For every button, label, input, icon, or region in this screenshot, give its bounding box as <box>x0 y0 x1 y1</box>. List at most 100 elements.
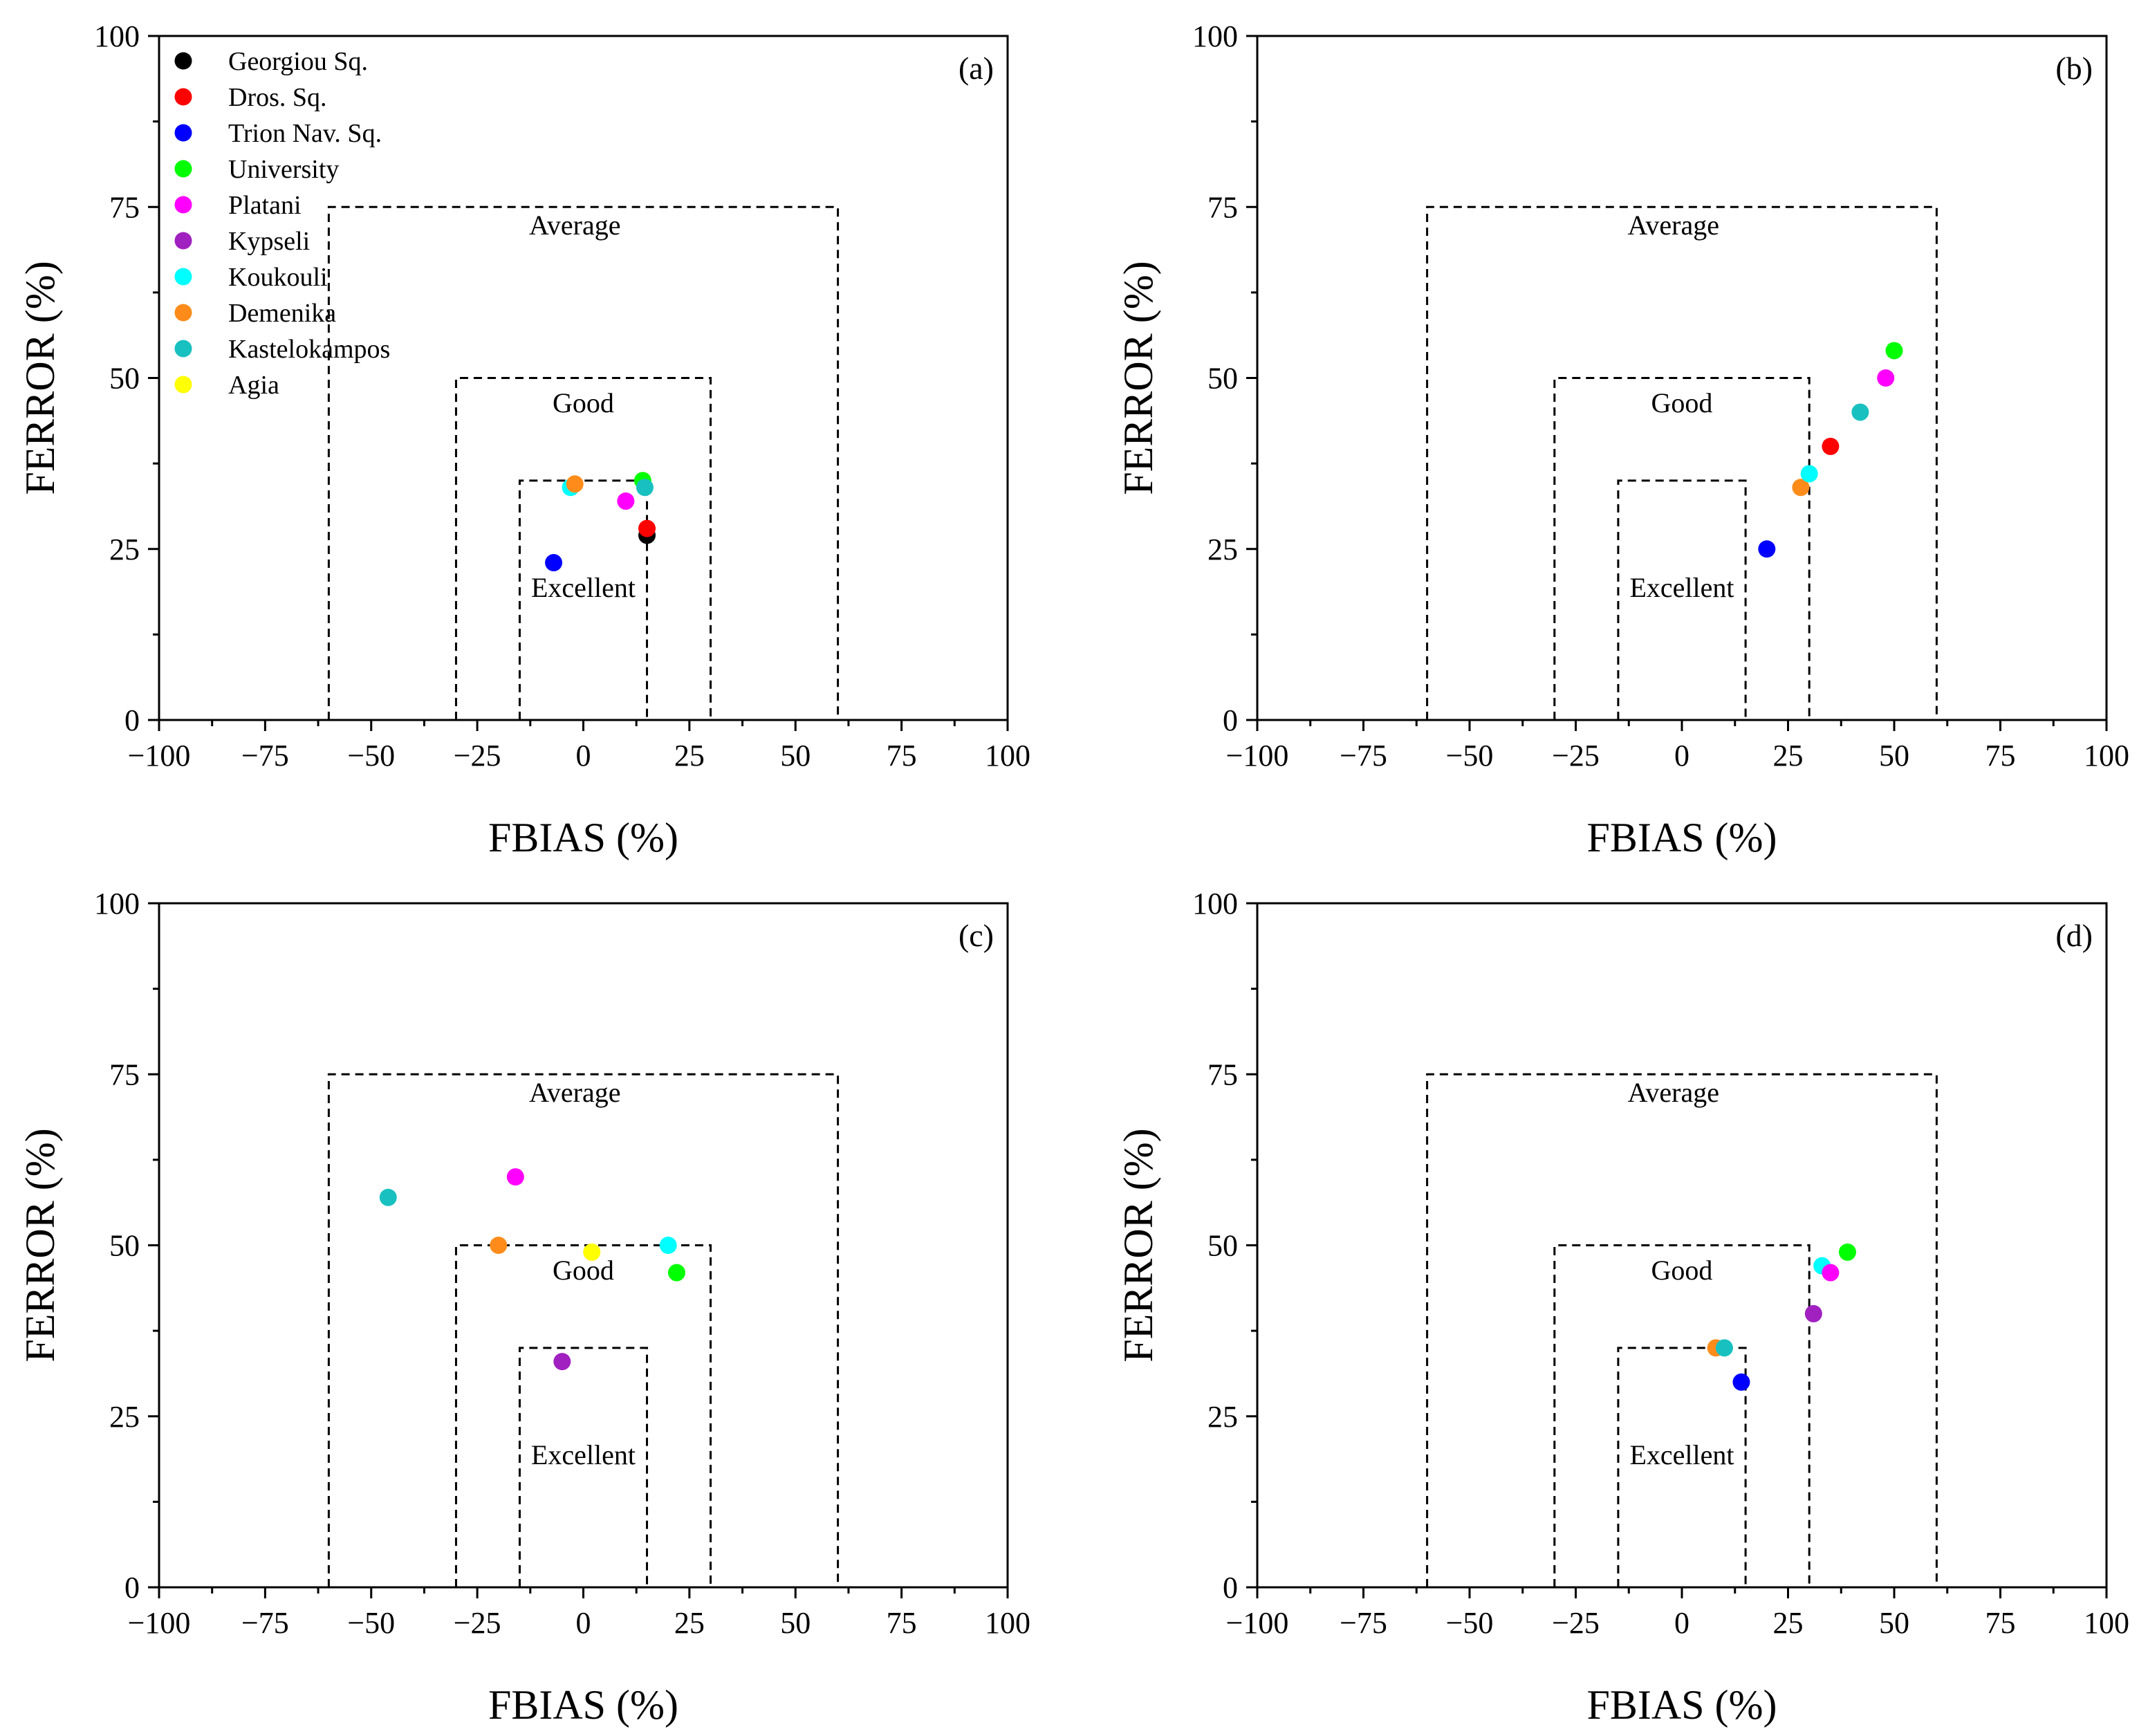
legend-entry: Dros. Sq. <box>228 83 327 112</box>
y-tick-label: 25 <box>1207 533 1238 566</box>
x-axis-title: FBIAS (%) <box>1586 815 1777 860</box>
point-platani <box>1822 1264 1840 1282</box>
legend-marker <box>174 196 192 214</box>
x-tick-label: −50 <box>1446 1606 1494 1640</box>
x-tick-label: −75 <box>1340 1606 1387 1640</box>
y-tick-label: 50 <box>109 1229 140 1263</box>
y-tick-label: 0 <box>1223 703 1238 737</box>
y-tick-label: 25 <box>109 533 140 566</box>
x-tick-label: −25 <box>1552 1606 1600 1640</box>
zone-excellent-box <box>518 1347 649 1587</box>
legend-entry: Kypseli <box>228 227 310 256</box>
legend: Georgiou Sq. Dros. Sq. Trion Nav. Sq. Unive… <box>174 47 390 400</box>
legend-entry: Koukouli <box>228 263 328 292</box>
y-axis-title: FERROR (%) <box>17 261 63 495</box>
x-tick-label: −25 <box>454 739 501 773</box>
point-agia <box>583 1243 601 1261</box>
x-tick-label: −50 <box>347 739 395 773</box>
y-tick-label: 100 <box>94 19 140 53</box>
x-tick-label: 25 <box>1773 1606 1804 1640</box>
x-tick-label: 100 <box>985 1606 1030 1640</box>
plot-frame <box>158 902 1009 1589</box>
point-trion-nav-sq <box>1732 1373 1750 1391</box>
zone-excellent-box <box>1617 1347 1747 1587</box>
legend-entry: Trion Nav. Sq. <box>228 119 382 148</box>
x-tick-label: −100 <box>1226 739 1289 773</box>
zone-average-label: Average <box>1627 1077 1719 1108</box>
point-koukouli <box>1800 465 1818 483</box>
x-tick-label: 0 <box>576 1606 591 1640</box>
point-kypseli <box>1804 1304 1822 1322</box>
y-axis-title: FERROR (%) <box>1115 1128 1161 1362</box>
zone-good-label: Good <box>553 387 614 418</box>
zone-good-box <box>1553 1244 1811 1587</box>
x-tick-label: −75 <box>241 1606 289 1640</box>
legend-entry: Agia <box>228 371 279 400</box>
point-demenika <box>490 1237 508 1254</box>
x-tick-label: 100 <box>2084 739 2129 773</box>
legend-entry: Georgiou Sq. <box>228 47 368 76</box>
legend-entry: Platani <box>228 191 302 220</box>
x-tick-label: 0 <box>1674 739 1689 773</box>
x-tick-label: 75 <box>1985 1606 2016 1640</box>
x-tick-label: −75 <box>1340 739 1387 773</box>
x-axis-title: FBIAS (%) <box>488 1682 678 1728</box>
x-tick-label: 0 <box>576 739 591 773</box>
x-tick-label: 25 <box>1773 739 1804 773</box>
panel-label: (b) <box>2055 50 2093 86</box>
y-tick-label: 75 <box>109 190 140 224</box>
point-demenika <box>1792 479 1810 497</box>
point-kastelokampos <box>1851 403 1869 421</box>
zone-excellent-label: Excellent <box>1629 1439 1734 1470</box>
x-tick-label: 50 <box>1879 1606 1909 1640</box>
zone-average-box <box>327 205 840 720</box>
zone-good-label: Good <box>1651 387 1713 418</box>
legend-marker <box>174 304 192 322</box>
x-axis-title: FBIAS (%) <box>488 815 678 860</box>
panel-a: Average Good Excellent −100 −75 −50 −25 0 25 50 75… <box>17 19 1030 860</box>
point-university <box>1838 1243 1856 1261</box>
y-tick-label: 75 <box>109 1058 140 1091</box>
panel-label: (d) <box>2055 918 2093 953</box>
y-tick-label: 50 <box>1207 362 1238 396</box>
y-tick-label: 100 <box>1192 887 1238 921</box>
legend-marker <box>174 376 192 394</box>
point-platani <box>506 1168 524 1186</box>
x-tick-label: 25 <box>674 739 705 773</box>
legend-marker <box>174 52 192 70</box>
y-tick-label: 50 <box>1207 1229 1238 1263</box>
zone-excellent-box <box>518 479 649 720</box>
point-koukouli <box>659 1237 677 1254</box>
point-dros-sq <box>638 519 656 537</box>
legend-entry: Kastelokampos <box>228 335 390 364</box>
x-tick-label: 25 <box>674 1606 705 1640</box>
y-tick-label: 100 <box>94 887 140 921</box>
zone-good-box <box>454 377 712 720</box>
point-platani <box>1877 369 1895 387</box>
legend-marker <box>174 88 192 106</box>
legend-marker <box>174 232 192 250</box>
legend-marker <box>174 124 192 142</box>
zone-good-label: Good <box>1651 1255 1713 1286</box>
x-axis-title: FBIAS (%) <box>1586 1682 1777 1728</box>
point-trion-nav-sq <box>1758 540 1776 558</box>
panel-label: (c) <box>959 918 994 953</box>
zone-average-label: Average <box>529 1077 621 1108</box>
zone-good-box <box>454 1244 712 1587</box>
zone-average-box <box>1426 1073 1938 1587</box>
point-university <box>1885 342 1903 360</box>
x-tick-label: −100 <box>1226 1606 1289 1640</box>
point-kastelokampos <box>636 479 654 497</box>
point-platani <box>617 492 635 510</box>
plot-frame <box>1256 902 2108 1589</box>
x-tick-label: 75 <box>887 1606 917 1640</box>
x-tick-label: 50 <box>1879 739 1909 773</box>
legend-entry: Demenika <box>228 299 336 328</box>
zone-excellent-label: Excellent <box>1629 572 1734 603</box>
x-tick-label: 100 <box>2084 1606 2129 1640</box>
x-tick-label: −100 <box>128 1606 191 1640</box>
zone-average-label: Average <box>1627 210 1719 241</box>
point-dros-sq <box>1822 437 1840 455</box>
y-tick-label: 75 <box>1207 1058 1238 1091</box>
